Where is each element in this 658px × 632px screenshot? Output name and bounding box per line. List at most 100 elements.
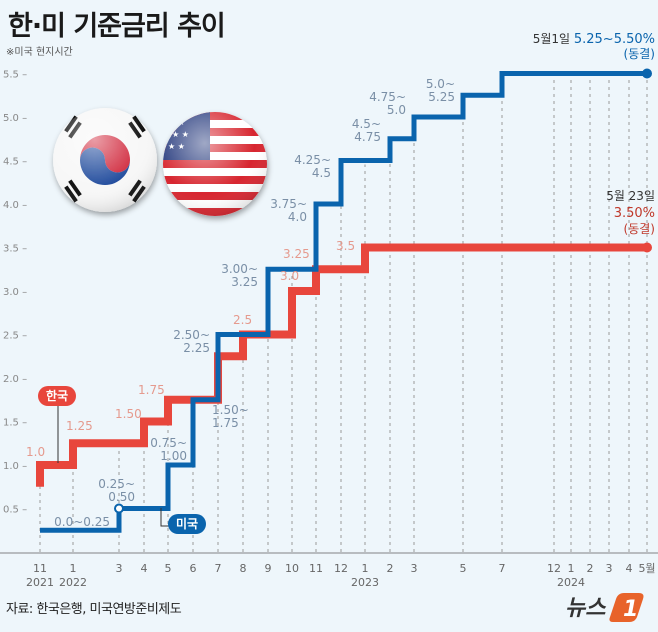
us-end-date: 5월1일 xyxy=(533,32,574,46)
x-tick-label: 5월 xyxy=(638,562,655,575)
x-tick-label: 10 xyxy=(285,562,299,575)
korea-rate-label: 1.50 xyxy=(115,407,142,421)
us-rate-label-line: 4.5~ xyxy=(352,117,381,131)
x-tick-label: 5 xyxy=(165,562,172,575)
us-rate-label-line: 0.75~ xyxy=(150,436,187,450)
y-tick-label: 2.5 – xyxy=(3,331,27,342)
source-note: 자료: 한국은행, 미국연방준비제도 xyxy=(6,602,182,617)
x-tick-label: 7 xyxy=(499,562,506,575)
us-rate-label: 0.25~ 0.50 xyxy=(98,477,135,504)
us-rate-label: 4.75~ 5.0 xyxy=(369,90,406,117)
x-tick-label: 3 xyxy=(116,562,123,575)
us-rate-label-line: 4.5 xyxy=(312,166,331,180)
us-first-hike-marker xyxy=(114,503,124,514)
x-tick-label: 12 xyxy=(334,562,348,575)
year-label: 2021 xyxy=(26,576,54,589)
us-rate-label-line: 2.50~ xyxy=(173,328,210,342)
x-tick-label: 1 xyxy=(568,562,575,575)
y-tick-label: 4.0 – xyxy=(3,200,27,211)
x-tick-label: 1 xyxy=(362,562,369,575)
y-tick-label: 2.0 – xyxy=(3,374,27,385)
us-rate-label-line: 0.50 xyxy=(108,490,135,504)
korea-rate-label: 3.5 xyxy=(336,239,355,253)
us-flag-icon: ★ ★★ ★★ ★ xyxy=(163,112,267,216)
korea-rate-label: 1.0 xyxy=(26,445,45,459)
us-rate-label: 0.75~ 1.00 xyxy=(150,436,187,463)
x-tick-label: 1 xyxy=(70,562,77,575)
us-rate-label: 4.25~ 4.5 xyxy=(294,153,331,180)
us-rate-label-line: 0.0~0.25 xyxy=(54,515,110,529)
us-rate-label: 0.0~0.25 xyxy=(54,515,110,529)
us-rate-label-line: 4.75~ xyxy=(369,90,406,104)
us-rate-label-line: 3.75~ xyxy=(270,197,307,211)
us-rate-label: 3.00~ 3.25 xyxy=(221,262,258,289)
x-tick-label: 2 xyxy=(387,562,394,575)
us-rate-label: 1.50~ 1.75 xyxy=(212,403,249,430)
us-rate-label: 4.5~ 4.75 xyxy=(352,117,381,144)
year-label: 2024 xyxy=(557,576,585,589)
us-rate-label-line: 4.75 xyxy=(354,130,381,144)
us-rate-label-line: 5.25 xyxy=(428,90,455,104)
us-rate-label-line: 1.75 xyxy=(212,416,239,430)
page-title: 한·미 기준금리 추이 xyxy=(8,11,226,42)
us-rate-label-line: 0.25~ xyxy=(98,477,135,491)
x-tick-label: 5 xyxy=(460,562,467,575)
y-tick-label: 1.0 – xyxy=(3,461,27,472)
korea-end-status: (동결) xyxy=(624,222,655,236)
us-rate-label-line: 1.00 xyxy=(160,449,187,463)
x-tick-label: 6 xyxy=(190,562,197,575)
year-label: 2022 xyxy=(59,576,87,589)
y-tick-label: 0.5 – xyxy=(3,505,27,516)
us-rate-label: 5.0~ 5.25 xyxy=(426,77,455,104)
y-tick-label: 4.5 – xyxy=(3,157,27,168)
korea-flag-icon xyxy=(53,108,157,212)
x-tick-label: 3 xyxy=(606,562,613,575)
x-tick-label: 7 xyxy=(215,562,222,575)
us-rate-label-line: 4.0 xyxy=(288,210,307,224)
y-tick-label: 3.0 – xyxy=(3,287,27,298)
korea-legend-label: 한국 xyxy=(46,388,68,403)
us-rate-label: 3.75~ 4.0 xyxy=(270,197,307,224)
svg-text:뉴스: 뉴스 xyxy=(565,596,607,621)
us-rate-label-line: 3.25 xyxy=(231,275,258,289)
x-tick-label: 12 xyxy=(547,562,561,575)
us-legend-pill xyxy=(168,514,206,534)
korea-rate-line xyxy=(36,243,647,487)
x-tick-label: 4 xyxy=(626,562,633,575)
korea-rate-label: 2.5 xyxy=(233,313,252,327)
y-tick-label: 5.0 – xyxy=(3,113,27,124)
us-rate-label: 2.50~ 2.25 xyxy=(173,328,210,355)
us-end-status: (동결) xyxy=(624,47,655,61)
us-rate-label-line: 4.25~ xyxy=(294,153,331,167)
us-rate-label-line: 2.25 xyxy=(183,341,210,355)
news1-logo: 뉴스 1 xyxy=(565,593,644,622)
korea-end-point xyxy=(642,242,652,253)
flags: ★ ★★ ★★ ★ xyxy=(53,108,267,216)
subtitle-note: ※미국 현지시간 xyxy=(6,47,73,58)
us-legend-label: 미국 xyxy=(176,516,198,531)
x-tick-label: 4 xyxy=(141,562,148,575)
us-end-note: 5월1일 5.25~5.50% xyxy=(533,32,655,47)
us-rate-label-line: 1.50~ xyxy=(212,403,249,417)
korea-rate-label: 1.25 xyxy=(66,419,93,433)
us-legend-connector xyxy=(160,508,170,527)
us-rate-label-line: 5.0 xyxy=(387,103,406,117)
us-rate-label-line: 3.00~ xyxy=(221,262,258,276)
y-tick-label: 5.5 – xyxy=(3,70,27,81)
x-tick-label: 3 xyxy=(411,562,418,575)
korea-rate-label: 3.0 xyxy=(280,269,299,283)
us-end-value: 5.25~5.50% xyxy=(574,32,655,47)
x-tick-label: 9 xyxy=(265,562,272,575)
korea-rate-label: 1.75 xyxy=(138,383,165,397)
x-tick-label: 2 xyxy=(587,562,594,575)
y-tick-label: 3.5 – xyxy=(3,244,27,255)
x-tick-label: 8 xyxy=(240,562,247,575)
x-tick-label: 11 xyxy=(33,562,47,575)
year-label: 2023 xyxy=(351,576,379,589)
korea-legend-pill xyxy=(38,386,76,406)
svg-text:1: 1 xyxy=(623,597,638,622)
x-tick-label: 11 xyxy=(309,562,323,575)
y-tick-label: 1.5 – xyxy=(3,418,27,429)
us-rate-line xyxy=(40,71,647,533)
